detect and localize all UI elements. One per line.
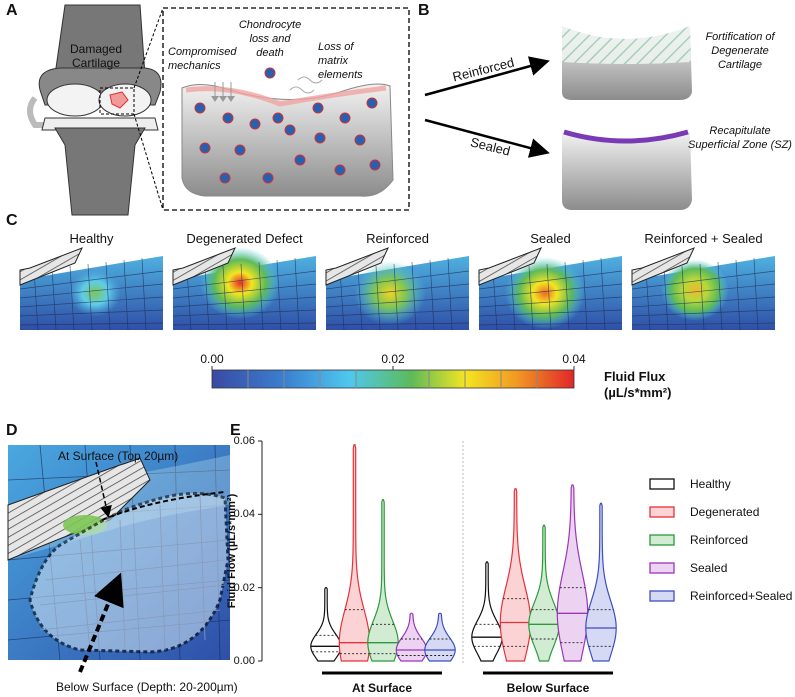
- mesh: [172, 257, 317, 331]
- legend-label: Reinforced: [690, 533, 749, 547]
- legend-label: Healthy: [690, 477, 731, 491]
- colorbar-label: Fluid Flux: [604, 369, 666, 384]
- legend-label: Reinforced+Sealed: [690, 589, 793, 603]
- mesh: [325, 257, 470, 331]
- annotation: Below Surface (Depth: 20-200µm): [56, 680, 238, 694]
- colorbar-tick-label: 0.04: [562, 352, 586, 366]
- panel-letter: A: [6, 2, 18, 19]
- y-tick-label: 0.06: [233, 435, 255, 447]
- colorbar: [211, 369, 575, 389]
- map-title: Reinforced + Sealed: [644, 231, 763, 246]
- map-title: Sealed: [530, 231, 571, 246]
- flux-map: [325, 247, 470, 331]
- y-tick-label: 0.04: [233, 508, 255, 521]
- annotation: Loss of matrix elements: [318, 41, 363, 81]
- legend-swatch: [649, 506, 675, 518]
- colorbar-dividers: [247, 370, 538, 388]
- annotation: At Surface (Top 20µm): [58, 449, 179, 463]
- treatment-illustration: [424, 26, 692, 210]
- indenter: [19, 247, 83, 286]
- violin-body: [395, 612, 428, 662]
- violin-body: [338, 444, 371, 662]
- legend-swatch: [649, 534, 675, 546]
- annotation: Damaged Cartilage: [69, 42, 123, 70]
- indenter: [172, 247, 236, 286]
- group-label: At Surface: [351, 681, 413, 695]
- violin-body: [424, 612, 456, 662]
- colorbar-tick-label: 0.02: [381, 352, 405, 366]
- violin-plot: [258, 440, 675, 675]
- legend-label: Sealed: [690, 561, 728, 575]
- hot-spot: [354, 260, 426, 326]
- violin-body: [556, 484, 589, 662]
- group-label: Below Surface: [506, 681, 590, 695]
- knee-illustration: [27, 4, 410, 216]
- flux-map: [631, 247, 776, 331]
- violin-body: [528, 524, 560, 662]
- violin-body: [367, 499, 399, 662]
- map-title: Reinforced: [366, 231, 429, 246]
- colorbar-tick-label: 0.00: [200, 352, 224, 366]
- flux-maps: [19, 247, 776, 331]
- flux-map: [172, 247, 317, 331]
- hot-spot: [661, 259, 729, 321]
- violin-body: [310, 587, 342, 662]
- flux-map: [478, 247, 623, 331]
- y-tick-label: 0.02: [233, 581, 255, 594]
- legend-label: Degenerated: [690, 505, 760, 519]
- indenter: [631, 247, 695, 286]
- annotation: Fortification of Degenerate Cartilage: [705, 31, 775, 71]
- annotation: Compromised mechanics: [168, 46, 237, 72]
- region-illustration: [7, 444, 231, 673]
- y-axis-label: Fluid Flow (µL/s*mm²): [226, 493, 238, 609]
- mesh: [631, 257, 776, 331]
- y-tick-label: 0.00: [233, 655, 255, 667]
- panel-letter: C: [6, 212, 18, 229]
- violin-body: [585, 502, 617, 662]
- panel-letter: E: [230, 422, 241, 439]
- annotation: Recapitulate Superficial Zone (SZ): [688, 125, 792, 151]
- colorbar-unit: (µL/s*mm²): [604, 385, 672, 400]
- map-title: Degenerated Defect: [186, 231, 303, 246]
- hot-spot: [69, 269, 121, 317]
- mesh: [19, 257, 164, 331]
- hot-spot: [505, 257, 585, 329]
- mesh: [478, 257, 623, 331]
- panel-letter: D: [6, 422, 18, 439]
- legend-swatch: [649, 478, 675, 490]
- indenter: [478, 247, 542, 286]
- annotation: Chondrocyte loss and death: [238, 19, 302, 59]
- map-title: Healthy: [69, 231, 114, 246]
- legend-swatch: [649, 562, 675, 574]
- violin-body: [499, 488, 532, 662]
- indenter: [325, 247, 389, 286]
- legend-swatch: [649, 590, 675, 602]
- flux-map: [19, 247, 164, 331]
- panel-letter: B: [418, 2, 430, 19]
